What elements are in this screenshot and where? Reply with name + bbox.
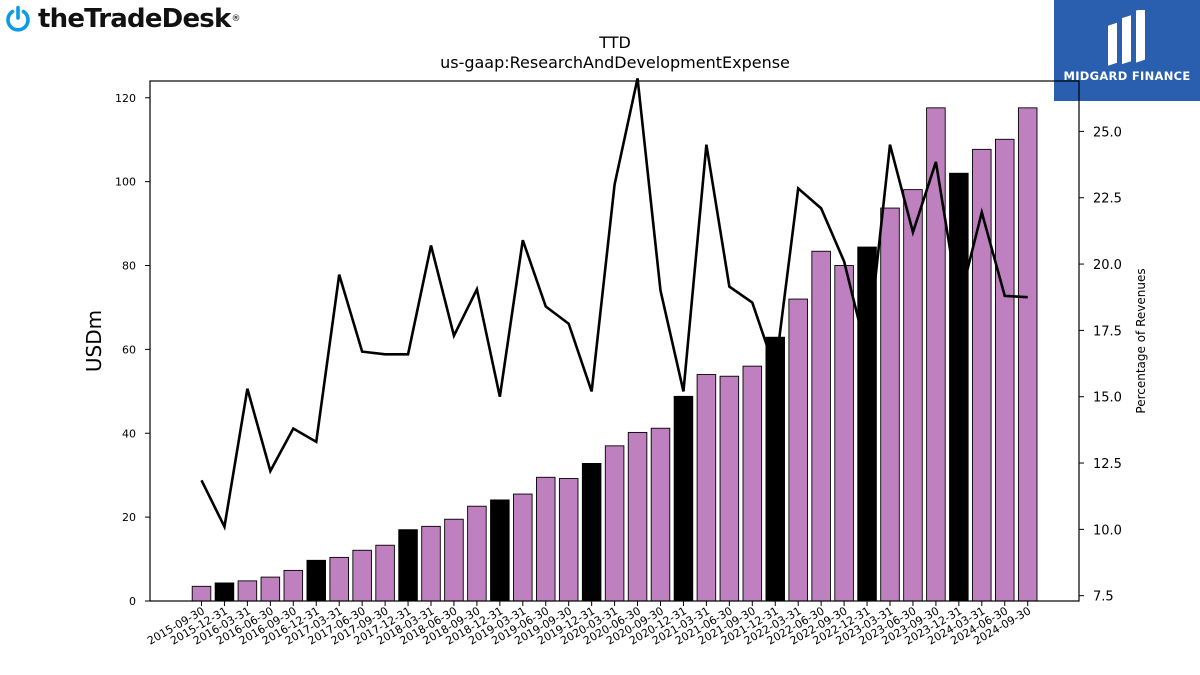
midgard-mark-icon [1108,10,1145,66]
bar [880,207,900,602]
bar [513,493,533,602]
bar [949,172,969,602]
y-tick-label: 60 [122,343,136,356]
bar [673,395,694,602]
y-axis-label: USDm [82,310,106,372]
brand-left-name: theTradeDesk [38,4,231,34]
y2-tick-label: 10.0 [1093,523,1122,538]
power-icon [6,5,30,32]
bar [765,336,786,602]
y-tick-label: 40 [122,427,136,440]
bar [421,525,441,602]
y2-tick-label: 7.5 [1093,590,1114,605]
bar [260,576,281,602]
midgard-finance-logo: MIDGARD FINANCE [1054,0,1200,101]
bar [467,505,487,602]
thetradedesk-logo: theTradeDesk ® [4,2,240,36]
y-tick-label: 100 [115,176,136,189]
bar [834,265,854,602]
bar [811,250,831,602]
y2-tick-label: 12.5 [1093,457,1122,472]
bar [788,298,808,602]
bar [444,518,464,602]
y-tick-label: 80 [122,260,136,273]
bar [306,559,327,602]
bar [191,585,212,602]
y-tick-label: 0 [129,595,136,608]
bar [604,445,625,602]
chart-title: TTD [598,33,631,52]
bar [536,476,556,602]
bar [696,374,717,602]
bar [581,463,602,602]
bar [398,529,418,602]
y-tick-label: 120 [115,92,136,105]
bar [214,582,235,602]
bar [237,580,258,602]
y2-tick-label: 22.5 [1093,192,1122,207]
y-tick-label: 20 [122,511,136,524]
y2-tick-label: 20.0 [1093,258,1122,273]
y2-tick-label: 25.0 [1093,125,1122,140]
bar [1017,107,1038,602]
bar [650,427,671,602]
percentage-line [200,78,1028,531]
bar [329,556,349,602]
y2-tick-label: 15.0 [1093,391,1122,406]
bar [903,189,923,602]
y2-tick-label: 17.5 [1093,324,1122,339]
chart-subtitle: us-gaap:ResearchAndDevelopmentExpense [440,53,790,72]
y2-axis-label: Percentage of Revenues [1134,268,1148,413]
bar [352,549,372,602]
brand-left-registered: ® [231,14,241,24]
brand-right-name: MIDGARD FINANCE [1063,69,1191,83]
bar [283,569,304,602]
bar [627,431,648,602]
bar [558,478,579,602]
bar [490,499,510,602]
bar [742,365,763,602]
bar [719,375,740,602]
bar [375,544,395,602]
bar [995,138,1015,602]
